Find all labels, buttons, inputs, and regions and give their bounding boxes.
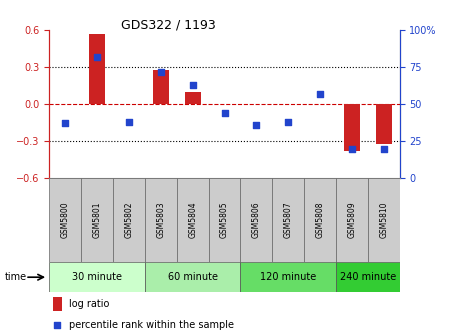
Bar: [336, 178, 368, 262]
Text: GSM5805: GSM5805: [220, 202, 229, 239]
Text: GSM5806: GSM5806: [252, 202, 261, 239]
Point: [125, 119, 132, 125]
Bar: [185, 92, 201, 104]
Bar: [240, 178, 272, 262]
Text: 120 minute: 120 minute: [260, 272, 316, 282]
Bar: [49, 262, 145, 292]
Bar: [336, 262, 400, 292]
Bar: [177, 178, 209, 262]
Bar: [153, 70, 169, 104]
Text: 60 minute: 60 minute: [167, 272, 218, 282]
Text: GSM5800: GSM5800: [61, 202, 70, 239]
Bar: [81, 178, 113, 262]
Text: GDS322 / 1193: GDS322 / 1193: [121, 18, 216, 32]
Text: GSM5802: GSM5802: [124, 202, 133, 238]
Bar: [368, 178, 400, 262]
Text: GSM5803: GSM5803: [156, 202, 165, 239]
Text: GSM5801: GSM5801: [92, 202, 101, 238]
Point: [285, 119, 292, 125]
Point: [221, 110, 228, 116]
Bar: [304, 178, 336, 262]
Bar: [145, 262, 240, 292]
Bar: [344, 104, 360, 151]
Text: 30 minute: 30 minute: [72, 272, 122, 282]
Point: [317, 91, 324, 96]
Point: [380, 146, 387, 151]
Text: log ratio: log ratio: [69, 299, 109, 309]
Bar: [272, 178, 304, 262]
Text: GSM5807: GSM5807: [284, 202, 293, 239]
Text: GSM5809: GSM5809: [348, 202, 357, 239]
Text: time: time: [4, 272, 26, 282]
Text: GSM5804: GSM5804: [188, 202, 197, 239]
Point: [189, 82, 196, 88]
Bar: [49, 178, 81, 262]
Text: GSM5810: GSM5810: [379, 202, 388, 238]
Point: [253, 122, 260, 128]
Point: [157, 69, 164, 74]
Point: [54, 323, 61, 328]
Bar: [240, 262, 336, 292]
Text: percentile rank within the sample: percentile rank within the sample: [69, 320, 233, 330]
Bar: [53, 297, 62, 311]
Bar: [209, 178, 240, 262]
Point: [348, 146, 356, 151]
Point: [62, 121, 69, 126]
Bar: [145, 178, 177, 262]
Bar: [89, 34, 105, 104]
Point: [93, 54, 101, 59]
Text: 240 minute: 240 minute: [339, 272, 396, 282]
Text: GSM5808: GSM5808: [316, 202, 325, 238]
Bar: [113, 178, 145, 262]
Bar: [376, 104, 392, 143]
